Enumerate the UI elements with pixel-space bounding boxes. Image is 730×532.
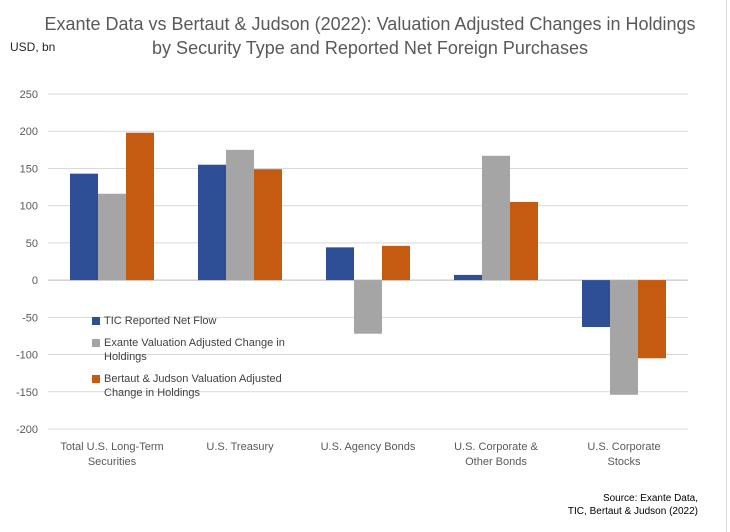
legend-swatch [92, 317, 100, 325]
legend-item: TIC Reported Net Flow [92, 314, 322, 328]
bar [482, 155, 510, 281]
y-tick-label: 0 [32, 275, 38, 287]
x-tick-label: Securities [88, 456, 137, 468]
bar [226, 149, 254, 281]
bar [254, 169, 282, 281]
y-tick-label: 150 [20, 163, 38, 175]
x-tick-label: Other Bonds [465, 456, 527, 468]
bar [382, 245, 410, 281]
y-tick-label: 100 [20, 201, 38, 213]
y-tick-label: -150 [16, 387, 38, 399]
source-line: TIC, Bertaut & Judson (2022) [567, 506, 698, 517]
x-tick-label: Stocks [607, 456, 641, 468]
chart-frame-edge [726, 0, 727, 532]
bar [198, 164, 226, 281]
x-tick-label: U.S. Corporate & [454, 441, 538, 453]
bar [98, 193, 126, 281]
bar [638, 280, 666, 359]
legend-item: Exante Valuation Adjusted Change in Hold… [92, 336, 322, 364]
chart-title: Exante Data vs Bertaut & Judson (2022): … [44, 14, 696, 58]
y-tick-label: 200 [20, 126, 38, 138]
legend-label: TIC Reported Net Flow [104, 315, 217, 327]
x-tick-label: U.S. Agency Bonds [321, 441, 416, 453]
legend-label: Exante Valuation Adjusted Change in Hold… [104, 337, 285, 363]
y-tick-label: 250 [20, 89, 38, 101]
legend-label: Bertaut & Judson Valuation Adjusted Chan… [104, 373, 282, 399]
legend-swatch [92, 375, 100, 383]
x-tick-label: Total U.S. Long-Term [60, 441, 163, 453]
y-tick-label: 50 [26, 238, 38, 250]
source-note: Source: Exante Data, TIC, Bertaut & Juds… [568, 492, 698, 518]
x-tick-label: U.S. Corporate [587, 441, 660, 453]
bar [610, 280, 638, 395]
bar [70, 173, 98, 281]
legend: TIC Reported Net Flow Exante Valuation A… [92, 314, 322, 408]
bar [326, 247, 354, 281]
y-tick-label: -50 [22, 312, 38, 324]
bar [126, 132, 154, 281]
x-tick-label: U.S. Treasury [206, 441, 274, 453]
y-axis-unit-label: USD, bn [10, 40, 56, 54]
source-line: Source: Exante Data, [602, 493, 698, 504]
legend-item: Bertaut & Judson Valuation Adjusted Chan… [92, 372, 322, 400]
bar [582, 280, 610, 328]
bar [454, 274, 482, 281]
legend-swatch [92, 339, 100, 347]
bar [510, 201, 538, 281]
y-tick-label: -100 [16, 350, 38, 362]
bar [354, 280, 382, 334]
y-tick-label: -200 [16, 424, 38, 436]
